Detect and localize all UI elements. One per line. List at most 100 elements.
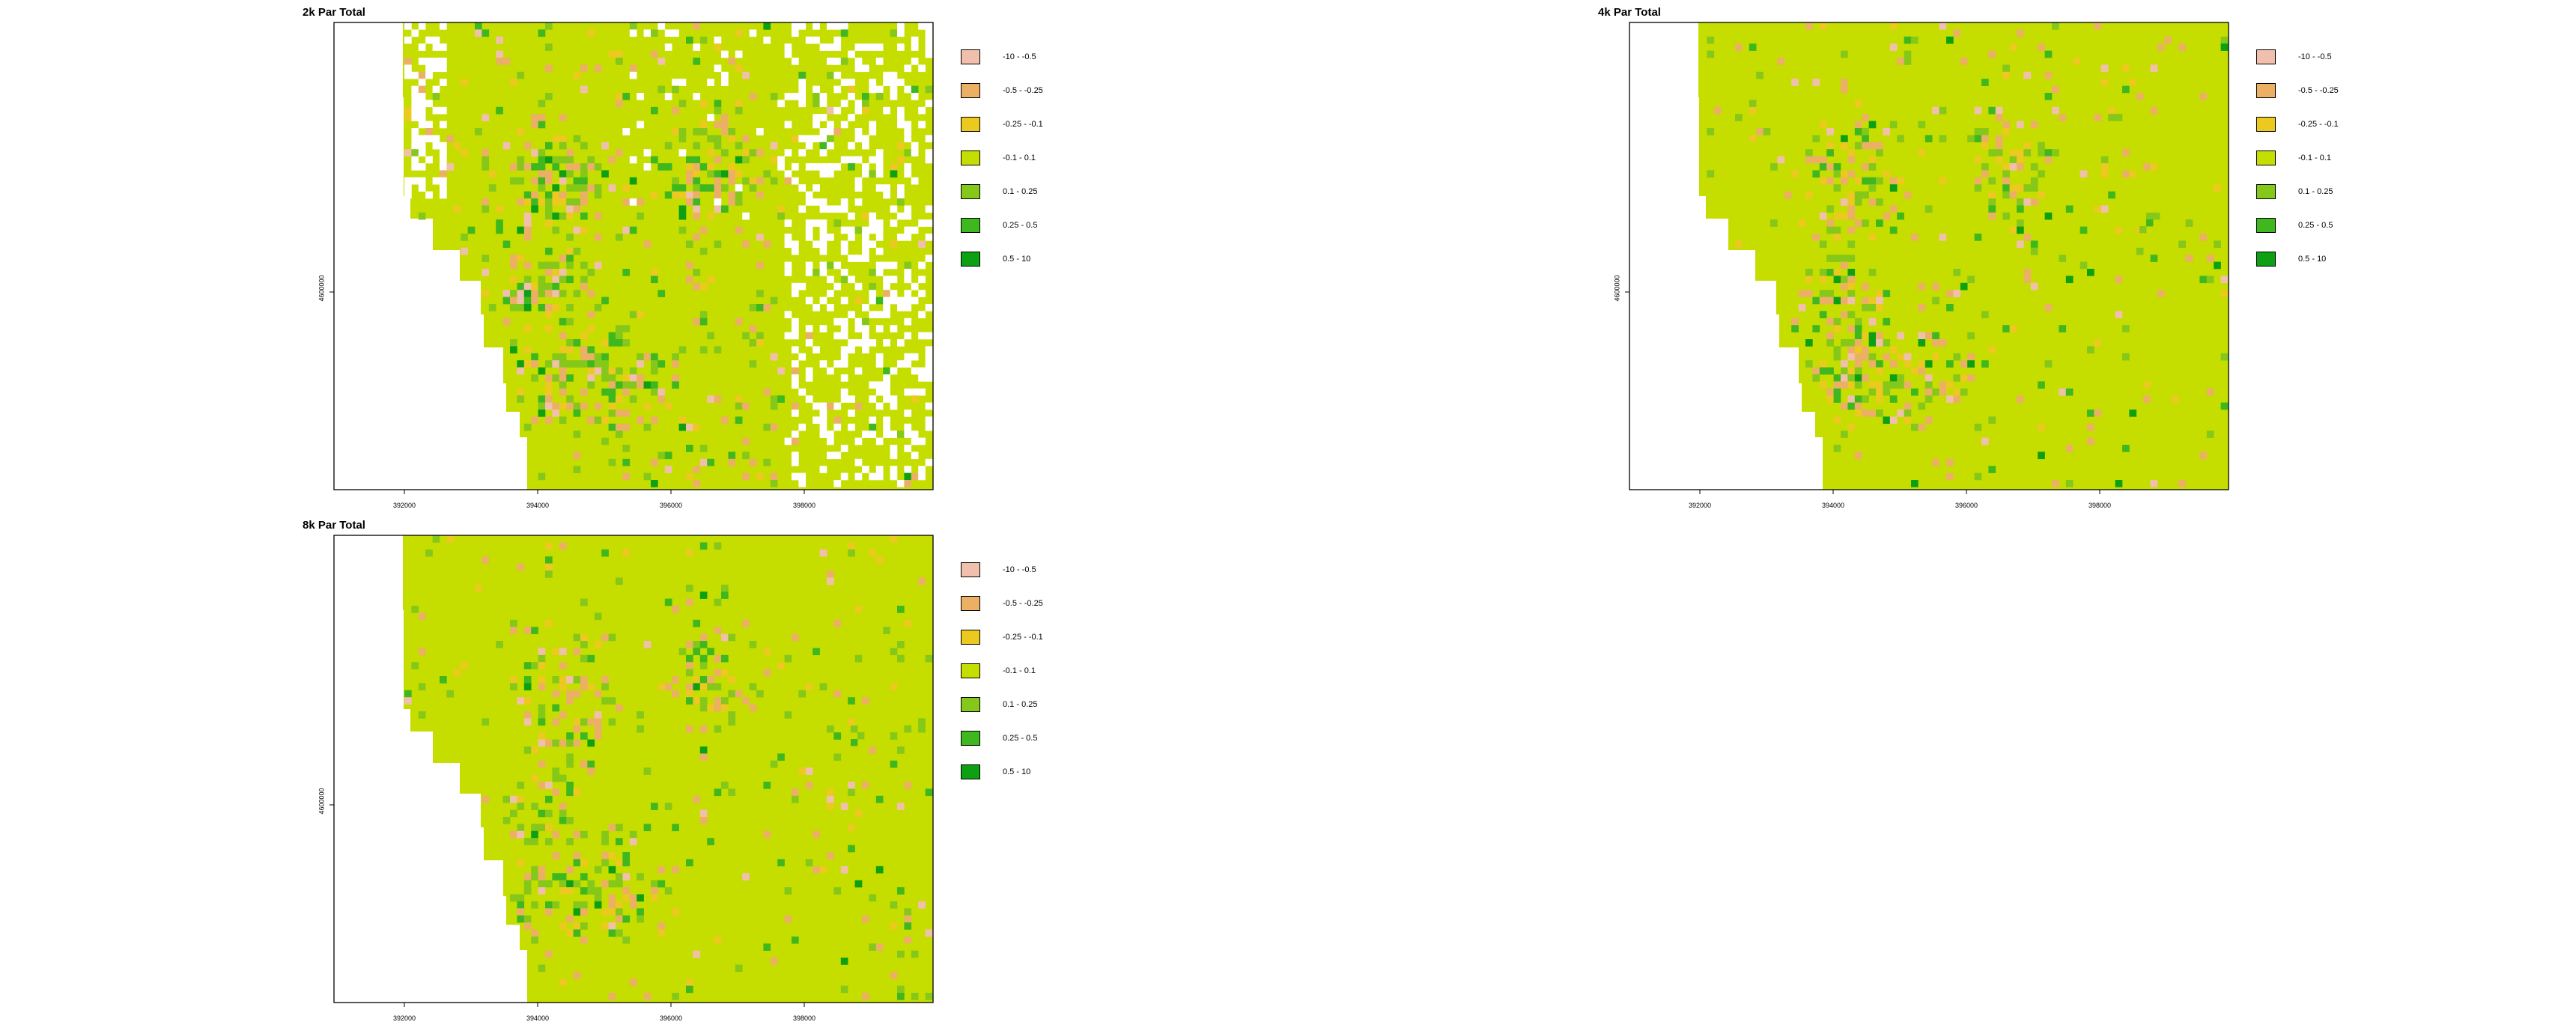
raster-cell xyxy=(629,395,637,403)
raster-cell xyxy=(573,901,581,909)
raster-cell xyxy=(777,662,785,669)
raster-cell xyxy=(566,360,574,368)
raster-cell xyxy=(678,416,687,425)
raster-cell xyxy=(446,690,455,698)
raster-cell xyxy=(714,669,722,677)
raster-cell xyxy=(440,22,447,30)
raster-cell xyxy=(637,381,644,389)
raster-cell xyxy=(559,803,567,810)
raster-cell xyxy=(904,226,912,234)
raster-cell xyxy=(1862,114,1869,121)
raster-cell xyxy=(890,395,898,403)
raster-cell xyxy=(1826,395,1834,403)
raster-cell xyxy=(580,163,588,171)
raster-cell xyxy=(517,697,525,705)
raster-cell xyxy=(925,458,933,466)
raster-cell xyxy=(890,205,898,213)
raster-cell xyxy=(2002,71,2010,79)
raster-cell xyxy=(1713,106,1722,115)
raster-cell xyxy=(425,71,433,79)
raster-cell xyxy=(629,894,637,902)
raster-cell xyxy=(735,402,743,410)
raster-cell xyxy=(848,114,855,121)
raster-cell xyxy=(721,121,729,129)
raster-cell xyxy=(622,339,631,347)
raster-cell xyxy=(1826,296,1834,305)
raster-cell xyxy=(440,58,447,65)
raster-cell xyxy=(812,22,820,30)
raster-cell xyxy=(672,606,679,613)
raster-cell xyxy=(622,423,631,431)
raster-cell xyxy=(812,121,820,129)
raster-cell xyxy=(517,255,525,262)
raster-cell xyxy=(854,317,863,326)
raster-cell xyxy=(827,725,834,733)
raster-cell xyxy=(1967,135,1975,143)
raster-cell xyxy=(819,325,827,332)
raster-cell xyxy=(2002,191,2010,199)
raster-cell xyxy=(742,472,750,481)
raster-cell xyxy=(699,458,708,466)
raster-cell xyxy=(566,276,574,284)
raster-cell xyxy=(552,163,560,171)
raster-cell xyxy=(664,191,672,199)
raster-cell xyxy=(678,149,687,156)
y-axis-tick-label: 4600000 xyxy=(318,788,326,815)
raster-cell xyxy=(686,654,693,663)
raster-cell xyxy=(559,817,567,824)
raster-cell xyxy=(890,163,898,171)
raster-cell xyxy=(890,648,898,656)
raster-cell xyxy=(897,606,905,613)
raster-cell xyxy=(510,290,517,297)
raster-cell xyxy=(854,58,863,65)
raster-cell xyxy=(538,824,546,832)
raster-cell xyxy=(643,993,651,1000)
raster-cell xyxy=(538,156,546,164)
x-axis-tick-label: 392000 xyxy=(392,1015,416,1022)
raster-cell xyxy=(805,269,813,276)
raster-cell xyxy=(904,296,912,305)
raster-cell xyxy=(1946,360,1954,368)
raster-cell xyxy=(911,431,919,438)
raster-cell xyxy=(897,360,905,368)
raster-cell xyxy=(425,100,433,108)
raster-cell xyxy=(819,466,827,473)
raster-cell xyxy=(763,304,771,311)
raster-cell xyxy=(622,472,631,481)
raster-cell xyxy=(1876,304,1883,311)
raster-cell xyxy=(559,887,567,895)
raster-cell xyxy=(792,317,799,326)
raster-cell xyxy=(1932,353,1939,361)
raster-cell xyxy=(1833,416,1841,425)
raster-cell xyxy=(827,128,834,136)
raster-cell xyxy=(2087,410,2094,417)
raster-cell xyxy=(616,873,623,880)
raster-cell xyxy=(749,360,757,368)
raster-cell xyxy=(608,367,616,375)
raster-cell xyxy=(510,255,517,262)
raster-cell xyxy=(693,683,701,691)
raster-cell xyxy=(854,184,863,192)
raster-cell xyxy=(587,374,595,382)
raster-cell xyxy=(792,381,799,389)
raster-cell xyxy=(1847,346,1856,354)
raster-cell xyxy=(819,296,827,305)
raster-cell xyxy=(693,619,701,627)
raster-cell xyxy=(854,106,863,115)
raster-cell xyxy=(693,156,701,164)
raster-cell xyxy=(735,317,743,326)
raster-cell xyxy=(531,662,538,669)
raster-cell xyxy=(643,240,651,249)
raster-cell xyxy=(616,880,623,888)
raster-cell xyxy=(517,156,525,164)
raster-cell xyxy=(453,142,461,150)
raster-cell xyxy=(749,641,757,648)
raster-cell xyxy=(629,901,637,909)
raster-cell xyxy=(840,240,848,249)
raster-cell xyxy=(1889,381,1898,389)
raster-cell xyxy=(538,261,546,270)
raster-cell xyxy=(890,431,898,438)
raster-cell xyxy=(2017,149,2024,156)
raster-cell xyxy=(545,795,553,803)
raster-cell xyxy=(2017,205,2024,213)
